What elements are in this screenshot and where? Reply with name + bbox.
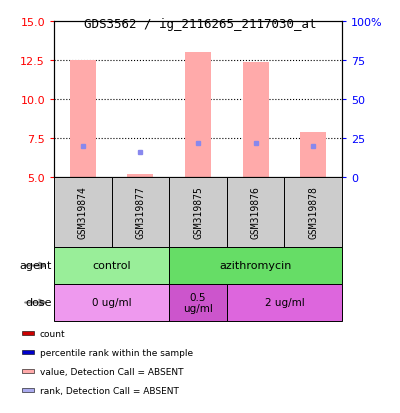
Text: GSM319877: GSM319877 — [135, 186, 146, 239]
Text: dose: dose — [26, 298, 52, 308]
Bar — [128, 174, 153, 178]
Text: GSM319874: GSM319874 — [78, 186, 88, 239]
Text: rank, Detection Call = ABSENT: rank, Detection Call = ABSENT — [40, 386, 178, 395]
Bar — [227, 284, 342, 321]
Bar — [169, 178, 227, 247]
Bar — [185, 53, 211, 178]
Text: azithromycin: azithromycin — [220, 261, 292, 271]
Bar — [169, 247, 342, 284]
Bar — [54, 284, 169, 321]
Bar — [22, 369, 34, 373]
Bar — [22, 388, 34, 392]
Bar — [22, 350, 34, 354]
Text: count: count — [40, 329, 65, 338]
Bar — [284, 178, 342, 247]
Bar — [112, 178, 169, 247]
Text: 0 ug/ml: 0 ug/ml — [92, 298, 132, 308]
Bar — [300, 133, 326, 178]
Text: value, Detection Call = ABSENT: value, Detection Call = ABSENT — [40, 367, 183, 376]
Bar — [70, 61, 96, 178]
Bar — [54, 247, 169, 284]
Text: GDS3562 / ig_2116265_2117030_at: GDS3562 / ig_2116265_2117030_at — [84, 18, 316, 31]
Bar — [169, 284, 227, 321]
Text: GSM319878: GSM319878 — [308, 186, 318, 239]
Text: percentile rank within the sample: percentile rank within the sample — [40, 348, 193, 357]
Bar — [22, 331, 34, 335]
Text: GSM319876: GSM319876 — [250, 186, 261, 239]
Bar — [227, 178, 284, 247]
Text: agent: agent — [20, 261, 52, 271]
Bar — [54, 178, 112, 247]
Bar — [243, 62, 268, 178]
Text: 2 ug/ml: 2 ug/ml — [264, 298, 304, 308]
Text: 0.5
ug/ml: 0.5 ug/ml — [183, 292, 213, 313]
Text: GSM319875: GSM319875 — [193, 186, 203, 239]
Text: control: control — [92, 261, 131, 271]
